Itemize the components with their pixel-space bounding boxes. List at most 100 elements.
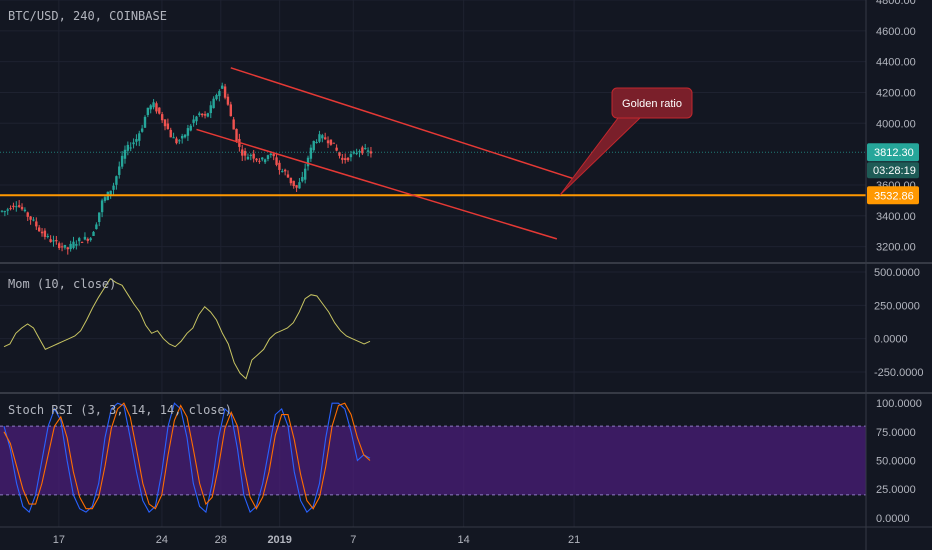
candle-body (9, 208, 12, 210)
candle-body (100, 200, 104, 213)
candle-body (58, 243, 61, 248)
price-y-tick-label: 4600.00 (876, 26, 916, 38)
candle-body (241, 149, 244, 156)
candle-body (143, 116, 147, 128)
candle-body (344, 158, 347, 160)
price-y-tick-label: 3200.00 (876, 242, 916, 254)
candle-body (98, 212, 101, 223)
stoch-y-tick-label: 50.0000 (876, 456, 916, 468)
candle-body (263, 159, 267, 163)
candle-body (275, 157, 278, 165)
stoch-y-tick-label: 25.0000 (876, 484, 916, 496)
candle-body (235, 128, 238, 142)
mom-y-tick-label: 500.0000 (874, 267, 920, 279)
candle-body (329, 139, 333, 145)
candle-body (55, 239, 58, 242)
candle-body (89, 238, 92, 241)
stoch-panel-title: Stoch RSI (3, 3, 14, 14, close) (8, 403, 232, 417)
time-tick-label: 7 (350, 534, 356, 546)
candle-body (166, 123, 170, 130)
candle-body (123, 149, 127, 159)
price-y-tick-label: 4200.00 (876, 87, 916, 99)
trendline[interactable] (230, 67, 575, 180)
candle-body (138, 133, 141, 141)
countdown-label: 03:28:19 (873, 165, 916, 177)
candle-body (189, 125, 192, 131)
time-tick-label: 28 (215, 534, 227, 546)
candle-body (69, 243, 72, 250)
candle-body (298, 182, 301, 189)
price-panel-title: BTC/USD, 240, COINBASE (8, 9, 167, 23)
callout-box[interactable] (611, 87, 693, 119)
candle-body (169, 129, 172, 138)
candle-body (358, 151, 361, 153)
candle-body (160, 114, 164, 121)
price-y-tick-label: 4000.00 (876, 118, 916, 130)
candle-body (232, 119, 235, 130)
candle-body (120, 155, 124, 167)
candle-body (132, 142, 135, 145)
candle-body (86, 238, 89, 241)
candle-body (23, 209, 27, 212)
candle-body (52, 240, 55, 242)
candle-body (361, 147, 364, 154)
candle-body (32, 219, 35, 221)
candle-body (315, 142, 318, 144)
candle-body (26, 212, 29, 217)
candle-body (155, 103, 158, 112)
candle-body (321, 135, 324, 139)
candle-body (17, 205, 21, 207)
candle-body (335, 147, 338, 151)
candle-body (118, 166, 121, 175)
candle-body (3, 211, 7, 213)
candle-body (326, 140, 330, 144)
candle-body (46, 236, 49, 238)
momentum-line (3, 277, 371, 380)
candle-body (95, 224, 98, 230)
candle-body (43, 230, 47, 237)
candle-body (83, 236, 87, 240)
candle-body (60, 246, 64, 248)
candle-body (352, 151, 355, 154)
candle-body (281, 171, 284, 173)
candle-body (323, 137, 327, 140)
candle-body (186, 128, 190, 136)
candle-body (221, 85, 224, 89)
candle-body (109, 190, 112, 196)
candle-body (63, 244, 67, 248)
candle-body (201, 113, 204, 116)
time-tick-label: 2019 (267, 534, 291, 546)
time-tick-label: 17 (53, 534, 65, 546)
stoch-y-tick-label: 75.0000 (876, 427, 916, 439)
candle-body (295, 185, 298, 188)
candle-body (249, 154, 253, 156)
candle-body (292, 180, 295, 187)
candle-body (66, 247, 69, 250)
candle-body (49, 239, 52, 243)
candle-body (318, 134, 321, 142)
candle-body (226, 96, 230, 105)
candle-body (283, 169, 287, 172)
candle-body (146, 107, 150, 116)
time-tick-label: 14 (458, 534, 470, 546)
trendline[interactable] (196, 128, 558, 240)
candle-body (37, 227, 41, 232)
candle-body (301, 176, 304, 182)
candle-body (266, 155, 270, 159)
candle-body (12, 205, 15, 208)
candle-body (20, 206, 24, 210)
candle-body (278, 162, 281, 170)
time-tick-label: 24 (156, 534, 168, 546)
stoch-y-tick-label: 0.0000 (876, 513, 910, 525)
price-y-tick-label: 4400.00 (876, 57, 916, 69)
candle-body (172, 137, 175, 139)
price-y-tick-label: 4800.00 (876, 0, 916, 7)
candle-body (255, 158, 258, 161)
candle-body (178, 140, 181, 142)
candle-body (126, 144, 130, 151)
candle-body (175, 138, 178, 144)
candle-body (246, 156, 250, 160)
candle-body (346, 157, 350, 161)
